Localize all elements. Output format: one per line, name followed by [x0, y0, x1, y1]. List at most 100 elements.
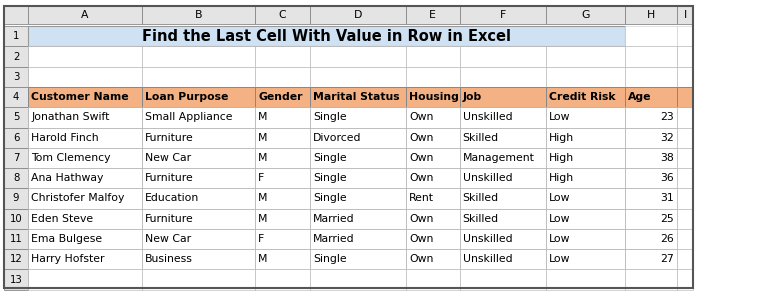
Text: Housing: Housing [409, 92, 459, 102]
Bar [546, 46, 625, 67]
Text: 12: 12 [10, 254, 22, 264]
Text: Customer Name: Customer Name [31, 92, 129, 102]
Bar [677, 26, 693, 46]
Bar [142, 67, 255, 87]
Bar [677, 46, 693, 67]
Bar [255, 128, 310, 148]
Bar [310, 107, 406, 128]
Text: Ema Bulgese: Ema Bulgese [31, 234, 103, 244]
Text: Management: Management [463, 153, 535, 163]
Bar [625, 168, 677, 188]
Text: 25: 25 [660, 214, 674, 224]
Text: High: High [549, 133, 574, 143]
Bar [460, 269, 546, 290]
Text: Small Appliance: Small Appliance [145, 112, 232, 122]
Text: I: I [683, 10, 687, 20]
Bar [28, 249, 142, 269]
Bar [406, 148, 460, 168]
Bar [28, 67, 142, 87]
Bar [4, 269, 28, 290]
Bar [625, 188, 677, 209]
Text: Ana Hathway: Ana Hathway [31, 173, 103, 183]
Text: Single: Single [313, 173, 347, 183]
Text: 1: 1 [13, 31, 19, 41]
Bar [546, 269, 625, 290]
Text: 5: 5 [13, 112, 19, 122]
Bar [142, 128, 255, 148]
Text: Christofer Malfoy: Christofer Malfoy [31, 193, 125, 204]
Bar [310, 67, 406, 87]
Text: 27: 27 [660, 254, 674, 264]
Text: Furniture: Furniture [145, 133, 194, 143]
Text: 13: 13 [10, 274, 22, 285]
Bar [142, 87, 255, 107]
Bar [406, 87, 460, 107]
Bar [677, 107, 693, 128]
Text: B: B [195, 10, 202, 20]
Bar [625, 209, 677, 229]
Bar [546, 168, 625, 188]
Bar [310, 6, 406, 24]
Bar [142, 107, 255, 128]
Text: 38: 38 [660, 153, 674, 163]
Text: 9: 9 [13, 193, 19, 204]
Text: Education: Education [145, 193, 199, 204]
Bar [546, 148, 625, 168]
Text: 3: 3 [13, 72, 19, 82]
Bar [28, 128, 142, 148]
Text: 8: 8 [13, 173, 19, 183]
Bar [460, 229, 546, 249]
Text: G: G [581, 10, 590, 20]
Bar [406, 107, 460, 128]
Bar [625, 26, 677, 46]
Bar [28, 188, 142, 209]
Bar [546, 67, 625, 87]
Bar [255, 67, 310, 87]
Text: Divorced: Divorced [313, 133, 362, 143]
Bar [546, 188, 625, 209]
Bar [142, 269, 255, 290]
Text: High: High [549, 153, 574, 163]
Text: Own: Own [409, 234, 434, 244]
Bar [4, 87, 28, 107]
Bar [625, 46, 677, 67]
Bar [406, 46, 460, 67]
Bar [255, 148, 310, 168]
Text: Single: Single [313, 254, 347, 264]
Bar [625, 128, 677, 148]
Text: C: C [279, 10, 286, 20]
Bar [28, 107, 142, 128]
Text: M: M [258, 112, 267, 122]
Text: M: M [258, 133, 267, 143]
Bar [460, 249, 546, 269]
Text: Skilled: Skilled [463, 193, 499, 204]
Bar [255, 269, 310, 290]
Text: Furniture: Furniture [145, 173, 194, 183]
Bar [677, 209, 693, 229]
Text: Married: Married [313, 234, 355, 244]
Text: 23: 23 [660, 112, 674, 122]
Text: Jonathan Swift: Jonathan Swift [31, 112, 110, 122]
Bar [677, 87, 693, 107]
Text: Low: Low [549, 254, 571, 264]
Text: Furniture: Furniture [145, 214, 194, 224]
Text: Own: Own [409, 153, 434, 163]
Bar [406, 249, 460, 269]
Text: Unskilled: Unskilled [463, 173, 512, 183]
Text: Eden Steve: Eden Steve [31, 214, 93, 224]
Bar [255, 46, 310, 67]
Bar [406, 168, 460, 188]
Bar [677, 67, 693, 87]
Bar [4, 6, 28, 24]
Bar [142, 46, 255, 67]
Text: Own: Own [409, 214, 434, 224]
Text: Own: Own [409, 254, 434, 264]
Bar [460, 46, 546, 67]
Text: Tom Clemency: Tom Clemency [31, 153, 111, 163]
Bar [4, 46, 28, 67]
Bar [28, 46, 142, 67]
Text: M: M [258, 153, 267, 163]
Text: M: M [258, 254, 267, 264]
Bar [677, 229, 693, 249]
Bar [310, 46, 406, 67]
